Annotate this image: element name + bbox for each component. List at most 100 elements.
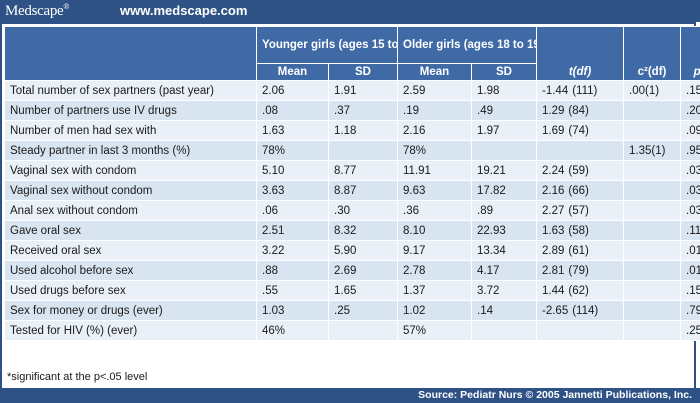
- table-row: Vaginal sex with condom 5.10 8.77 11.91 19.2…: [4, 160, 700, 181]
- df-value: (111): [572, 84, 598, 97]
- older-mean-cell: 1.02: [397, 300, 472, 321]
- df-value: (57): [568, 204, 589, 217]
- p-cell: .01*: [680, 260, 700, 281]
- younger-mean-cell: 5.10: [256, 160, 329, 181]
- p-cell: .25: [680, 320, 700, 341]
- older-mean-cell: 8.10: [397, 220, 472, 241]
- older-group-header: Older girls (ages 18 to 19) (n=50): [397, 26, 537, 64]
- df-value: (84): [568, 104, 589, 117]
- table-row: Gave oral sex 2.51 8.32 8.10 22.93 1.63 (58) .1…: [4, 220, 700, 241]
- tdf-cell: -1.44 (111): [536, 80, 624, 101]
- older-sd-cell: .49: [471, 100, 537, 121]
- younger-mean-cell: 3.63: [256, 180, 329, 201]
- row-label: Number of men had sex with: [4, 120, 257, 141]
- c2df-cell: [623, 160, 681, 181]
- c2df-cell: [623, 220, 681, 241]
- footer-bar: Source: Pediatr Nurs © 2005 Jannetti Pub…: [0, 388, 700, 403]
- table-row: Number of men had sex with 1.63 1.18 2.16 1.…: [4, 120, 700, 141]
- c2df-cell: [623, 180, 681, 201]
- older-mean-cell: 2.59: [397, 80, 472, 101]
- df-value: (59): [568, 164, 589, 177]
- p-cell: .01*: [680, 240, 700, 261]
- row-label: Steady partner in last 3 months (%): [4, 140, 257, 161]
- c2df-cell: [623, 260, 681, 281]
- older-mean-cell: 11.91: [397, 160, 472, 181]
- older-mean-cell: 2.78: [397, 260, 472, 281]
- row-label: Used alcohol before sex: [4, 260, 257, 281]
- tdf-cell: 2.89 (61): [536, 240, 624, 261]
- row-label: Number of partners use IV drugs: [4, 100, 257, 121]
- younger-sd-cell: 8.32: [328, 220, 398, 241]
- p-cell: .11: [680, 220, 700, 241]
- df-value: (114): [572, 304, 599, 317]
- logo-text: Medscape: [5, 3, 64, 19]
- younger-sd-cell: .37: [328, 100, 398, 121]
- df-value: (66): [568, 184, 589, 197]
- table-row: Steady partner in last 3 months (%) 78% 78…: [4, 140, 700, 161]
- older-sd-cell: [471, 320, 537, 341]
- younger-sd-cell: [328, 320, 398, 341]
- table-row: Number of partners use IV drugs .08.37.19…: [4, 100, 700, 121]
- p-cell: .79: [680, 300, 700, 321]
- p-cell: .95: [680, 140, 700, 161]
- table-row: Used drugs before sex .55 1.65 1.37 3.72 1.44…: [4, 280, 700, 301]
- younger-sd-cell: 5.90: [328, 240, 398, 261]
- p-cell: .15: [680, 280, 700, 301]
- c2df-cell: 1.35(1): [623, 140, 681, 161]
- table-row: Total number of sex partners (past year)…: [4, 80, 700, 101]
- medscape-logo[interactable]: Medscape®: [5, 2, 69, 20]
- row-label: Tested for HIV (%) (ever): [4, 320, 257, 341]
- tdf-cell: -2.65 (114): [536, 300, 624, 321]
- younger-sd-header: SD: [328, 63, 398, 81]
- p-cell: .03*: [680, 180, 700, 201]
- younger-mean-cell: 46%: [256, 320, 329, 341]
- p-cell: .09: [680, 120, 700, 141]
- table-row: Anal sex without condom .06.30.36.89 2.27(…: [4, 200, 700, 221]
- younger-mean-cell: 1.63: [256, 120, 329, 141]
- older-sd-cell: .14: [471, 300, 537, 321]
- row-label: Used drugs before sex: [4, 280, 257, 301]
- younger-mean-cell: 1.03: [256, 300, 329, 321]
- younger-sd-cell: 8.87: [328, 180, 398, 201]
- younger-sd-cell: 1.18: [328, 120, 398, 141]
- row-label: Gave oral sex: [4, 220, 257, 241]
- older-sd-cell: 19.21: [471, 160, 537, 181]
- data-table: Younger girls (ages 15 to 17) (n=66) Old…: [4, 26, 700, 341]
- older-sd-cell: 17.82: [471, 180, 537, 201]
- older-mean-cell: 1.37: [397, 280, 472, 301]
- younger-sd-cell: 1.91: [328, 80, 398, 101]
- t-value: 2.89: [542, 244, 565, 257]
- c2df-cell: [623, 100, 681, 121]
- t-value: 1.44: [542, 284, 565, 297]
- t-value: -1.44: [542, 84, 569, 97]
- younger-mean-cell: 78%: [256, 140, 329, 161]
- younger-sd-cell: 2.69: [328, 260, 398, 281]
- older-mean-cell: 2.16: [397, 120, 472, 141]
- older-sd-header: SD: [471, 63, 537, 81]
- df-value: (61): [568, 244, 589, 257]
- site-url-link[interactable]: www.medscape.com: [120, 3, 248, 18]
- p-header: p<: [680, 26, 700, 81]
- younger-mean-cell: 2.06: [256, 80, 329, 101]
- t-value: 1.29: [542, 104, 565, 117]
- p-cell: .20: [680, 100, 700, 121]
- tdf-cell: 2.16 (66): [536, 180, 624, 201]
- older-sd-cell: .89: [471, 200, 537, 221]
- older-mean-header: Mean: [397, 63, 472, 81]
- footnote: *significant at the p<.05 level: [7, 371, 148, 383]
- younger-sd-cell: [328, 140, 398, 161]
- header-bar: Medscape® www.medscape.com: [0, 0, 700, 22]
- tdf-header: t(df): [536, 26, 624, 81]
- table-body: Total number of sex partners (past year)…: [4, 80, 700, 341]
- row-label: Sex for money or drugs (ever): [4, 300, 257, 321]
- row-label: Vaginal sex without condom: [4, 180, 257, 201]
- younger-group-header: Younger girls (ages 15 to 17) (n=66): [256, 26, 398, 64]
- t-value: 1.69: [542, 124, 565, 137]
- younger-mean-cell: .08: [256, 100, 329, 121]
- table-row: Tested for HIV (%) (ever)46% 57% .25: [4, 320, 700, 341]
- younger-sd-cell: 8.77: [328, 160, 398, 181]
- younger-sd-cell: 1.65: [328, 280, 398, 301]
- row-label: Vaginal sex with condom: [4, 160, 257, 181]
- t-value: 2.16: [542, 184, 565, 197]
- tdf-cell: 1.69 (74): [536, 120, 624, 141]
